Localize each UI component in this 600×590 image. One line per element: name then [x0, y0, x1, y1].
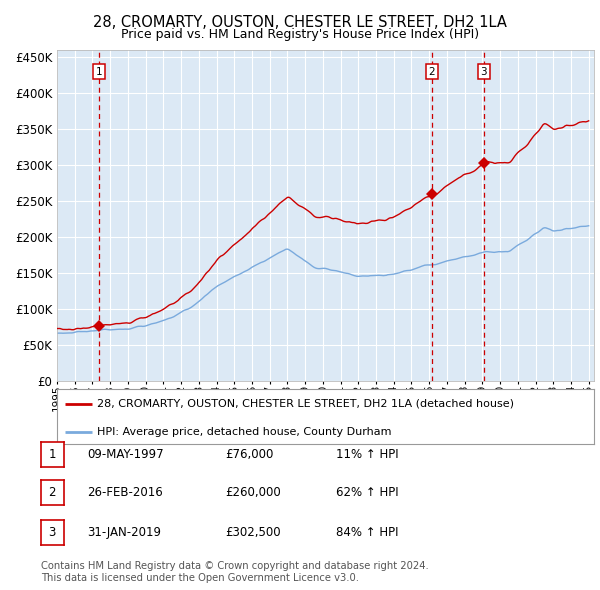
Text: £260,000: £260,000	[225, 486, 281, 499]
Text: 31-JAN-2019: 31-JAN-2019	[87, 526, 161, 539]
Text: 3: 3	[481, 67, 487, 77]
Text: 3: 3	[49, 526, 56, 539]
Text: 11% ↑ HPI: 11% ↑ HPI	[336, 448, 398, 461]
Text: 2: 2	[428, 67, 435, 77]
Text: 28, CROMARTY, OUSTON, CHESTER LE STREET, DH2 1LA: 28, CROMARTY, OUSTON, CHESTER LE STREET,…	[93, 15, 507, 30]
Text: 2: 2	[49, 486, 56, 499]
Text: 09-MAY-1997: 09-MAY-1997	[87, 448, 164, 461]
Text: Price paid vs. HM Land Registry's House Price Index (HPI): Price paid vs. HM Land Registry's House …	[121, 28, 479, 41]
Text: 84% ↑ HPI: 84% ↑ HPI	[336, 526, 398, 539]
Text: 1: 1	[49, 448, 56, 461]
Text: 62% ↑ HPI: 62% ↑ HPI	[336, 486, 398, 499]
Text: Contains HM Land Registry data © Crown copyright and database right 2024.
This d: Contains HM Land Registry data © Crown c…	[41, 561, 428, 583]
Text: 28, CROMARTY, OUSTON, CHESTER LE STREET, DH2 1LA (detached house): 28, CROMARTY, OUSTON, CHESTER LE STREET,…	[97, 399, 514, 409]
Text: £302,500: £302,500	[225, 526, 281, 539]
Text: 1: 1	[95, 67, 103, 77]
Text: £76,000: £76,000	[225, 448, 274, 461]
Text: 26-FEB-2016: 26-FEB-2016	[87, 486, 163, 499]
Text: HPI: Average price, detached house, County Durham: HPI: Average price, detached house, Coun…	[97, 427, 392, 437]
